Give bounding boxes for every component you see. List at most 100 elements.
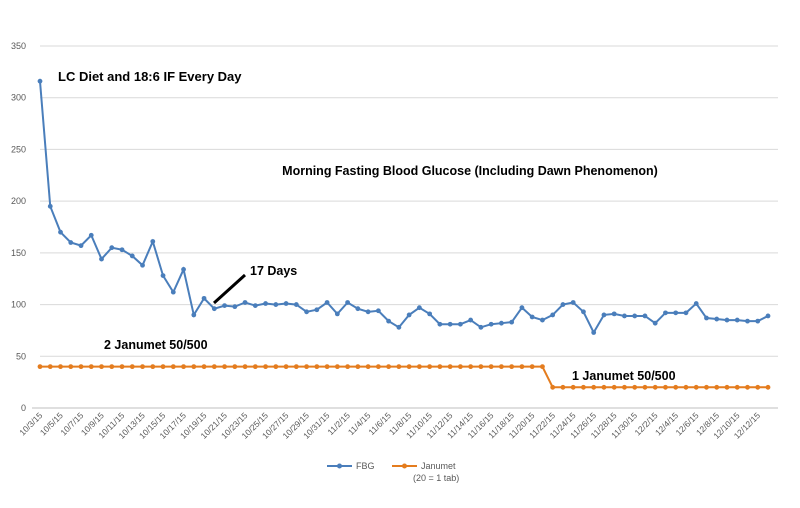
data-point-fbg xyxy=(560,302,566,307)
data-point-janumet xyxy=(324,364,330,370)
y-tick-label: 0 xyxy=(21,403,26,413)
data-point-fbg xyxy=(88,232,94,238)
data-point-fbg xyxy=(611,311,617,317)
legend-fbg-label: FBG xyxy=(356,461,375,471)
y-tick-label: 300 xyxy=(11,93,26,103)
data-point-janumet xyxy=(427,364,433,370)
data-point-janumet xyxy=(304,364,309,370)
data-point-fbg xyxy=(119,247,125,253)
data-point-janumet xyxy=(447,364,453,370)
legend: FBG Janumet (20 = 1 tab) xyxy=(327,461,459,483)
y-tick-label: 100 xyxy=(11,300,26,310)
data-point-janumet xyxy=(68,364,74,370)
annotation-lc-diet: LC Diet and 18:6 IF Every Day xyxy=(58,69,242,84)
data-point-fbg xyxy=(755,318,761,324)
data-point-fbg xyxy=(622,313,627,319)
data-point-fbg xyxy=(499,320,504,326)
annotation-2-janumet: 2 Janumet 50/500 xyxy=(104,338,208,352)
data-point-fbg xyxy=(170,289,176,295)
data-point-janumet xyxy=(242,364,248,370)
data-point-fbg xyxy=(252,303,258,309)
data-point-fbg xyxy=(232,304,238,310)
annotation-17-days: 17 Days xyxy=(250,264,297,278)
data-point-janumet xyxy=(704,384,709,390)
data-point-fbg xyxy=(273,302,279,307)
data-point-janumet xyxy=(570,384,576,390)
data-point-janumet xyxy=(396,364,402,370)
data-point-fbg xyxy=(211,306,217,312)
data-point-fbg xyxy=(765,313,771,319)
data-point-janumet xyxy=(88,364,94,370)
chart-title: Morning Fasting Blood Glucose (Including… xyxy=(282,164,658,178)
data-point-janumet xyxy=(406,364,412,370)
data-point-janumet xyxy=(150,364,156,370)
data-point-janumet xyxy=(437,364,443,370)
data-point-fbg xyxy=(447,321,453,327)
data-point-janumet xyxy=(273,364,279,370)
data-point-fbg xyxy=(581,309,586,315)
data-point-fbg xyxy=(509,319,515,325)
data-point-janumet xyxy=(211,364,217,370)
data-point-janumet xyxy=(334,364,340,370)
data-point-fbg xyxy=(222,303,227,309)
data-point-fbg xyxy=(345,300,351,305)
data-point-janumet xyxy=(478,364,484,370)
y-axis-ticks: 0 50 100 150 200 250 300 350 xyxy=(11,41,26,413)
data-point-janumet xyxy=(191,364,197,370)
data-point-fbg xyxy=(591,330,597,335)
data-point-janumet xyxy=(99,364,104,370)
data-point-janumet xyxy=(468,364,474,370)
y-tick-label: 150 xyxy=(11,248,26,258)
data-point-fbg xyxy=(468,317,474,323)
data-point-fbg xyxy=(693,301,699,306)
y-tick-label: 350 xyxy=(11,41,26,51)
data-point-fbg xyxy=(181,267,186,272)
data-point-janumet xyxy=(78,364,84,370)
data-point-janumet xyxy=(416,364,422,370)
y-tick-label: 200 xyxy=(11,196,26,206)
data-point-janumet xyxy=(652,384,658,390)
data-point-fbg xyxy=(191,312,197,318)
data-point-fbg xyxy=(488,321,494,327)
data-point-janumet xyxy=(683,384,689,390)
data-point-janumet xyxy=(509,364,515,370)
data-point-janumet xyxy=(611,384,617,390)
data-point-fbg xyxy=(529,314,535,320)
data-point-fbg xyxy=(375,308,381,314)
data-point-janumet xyxy=(765,384,771,390)
data-point-janumet xyxy=(181,364,186,370)
data-point-janumet xyxy=(591,384,597,390)
data-point-fbg xyxy=(160,273,166,279)
data-point-janumet xyxy=(283,364,289,370)
data-point-janumet xyxy=(109,364,115,370)
data-point-fbg xyxy=(99,256,104,262)
data-point-janumet xyxy=(170,364,176,370)
data-point-janumet xyxy=(673,384,679,390)
data-point-janumet xyxy=(263,364,268,370)
data-point-fbg xyxy=(304,309,309,315)
data-point-fbg xyxy=(58,229,63,235)
data-point-janumet xyxy=(365,364,371,370)
data-point-janumet xyxy=(293,364,299,370)
data-point-janumet xyxy=(375,364,381,370)
legend-janumet-sublabel: (20 = 1 tab) xyxy=(413,473,459,483)
data-point-janumet xyxy=(560,384,566,390)
data-point-janumet xyxy=(550,384,556,390)
data-point-fbg xyxy=(437,321,443,327)
data-point-fbg xyxy=(129,253,135,259)
data-point-janumet xyxy=(232,364,238,370)
data-point-fbg xyxy=(724,317,730,323)
data-point-fbg xyxy=(263,301,268,306)
data-point-fbg xyxy=(386,318,392,324)
data-point-janumet xyxy=(140,364,145,370)
data-point-fbg xyxy=(242,300,248,305)
data-point-fbg xyxy=(734,317,740,323)
data-point-fbg xyxy=(714,316,720,322)
data-point-janumet xyxy=(160,364,166,370)
data-point-janumet xyxy=(58,364,63,370)
data-point-fbg xyxy=(68,240,74,245)
data-point-janumet xyxy=(622,384,627,390)
data-point-janumet xyxy=(601,384,607,390)
